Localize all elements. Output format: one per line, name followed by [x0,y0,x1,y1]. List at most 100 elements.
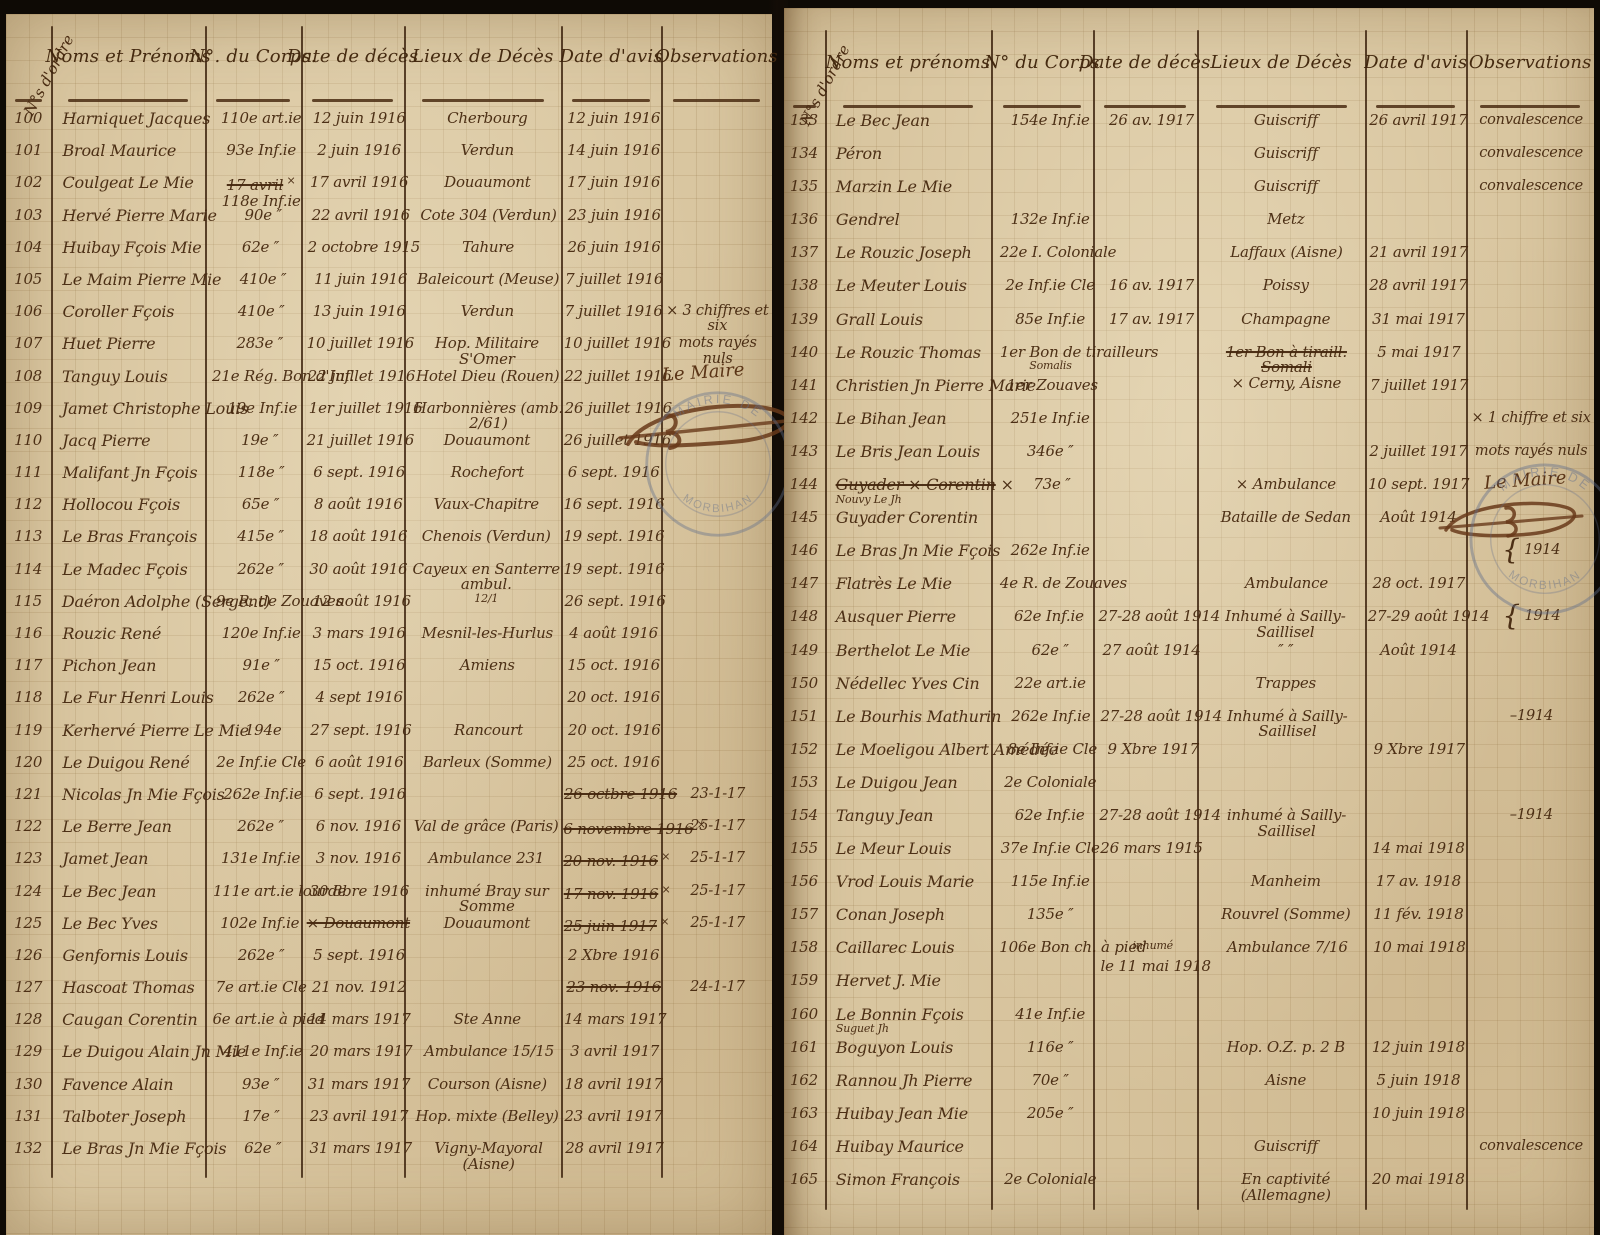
stamp-text-top: MAIRIE DE [671,392,763,421]
cell-corps: 37e Inf.ie Cle [1000,839,1100,858]
cell-name: Le Berre Jean [62,817,172,837]
cell-name: Le Maim Pierre Mie [62,269,222,289]
column-rule [1197,30,1200,1210]
cell-order-number: 109 [13,398,42,417]
cell-order-number: 159 [789,971,818,990]
cell-corps: 2e Coloniale [1004,772,1097,791]
cell-observations [1468,274,1594,278]
cell-order-number: 118 [14,688,43,707]
stamp-text-bottom: MORBIHAN [681,492,754,515]
table-row: 108 Tanguy Louis 21e Rég. Bon d'Inf. 22 jui… [6,365,772,397]
cell-notice-date [1369,175,1469,179]
cell-order-number: 134 [789,144,818,163]
cell-corps: 21e Rég. Bon d'Inf. [212,366,354,385]
cell-death-date: 17 avril 1916 [309,173,409,192]
cell-order-number: 126 [14,945,43,964]
cell-death-date [1100,440,1203,444]
cell-corps: 8e Inf.ie Cle [1007,739,1098,758]
cell-name: Le Bec Jean [835,111,930,130]
cell-notice-date: 3 avril 1917 [570,1042,660,1061]
cell-death-place: × Ambulance [1235,475,1336,494]
cell-death-date [1100,903,1203,907]
table-row: 141 Christien Jn Pierre Marie 1er Zouaves 7… [784,374,1594,407]
cell-death-date [1100,208,1203,212]
cell-corps [1000,969,1100,973]
cell-observations [663,1105,772,1109]
cell-death-date: 12 juin 1916 [312,109,406,127]
cell-name: Le Bec Jean [62,881,157,901]
cell-name: Conan Joseph [835,905,945,925]
cell-death-date [1100,1102,1203,1106]
cell-death-place: Laffaux (Aisne) [1230,243,1343,262]
cell-death-date [1100,672,1203,676]
cell-order-number: 116 [14,624,43,642]
cell-death-place [410,686,565,690]
cell-death-date: 6 nov. 1916 [315,817,401,836]
cell-name: Coroller Fçois [62,302,175,322]
cell-order-number: 145 [789,508,818,527]
column-rule [300,26,303,1178]
cell-name: Simon François [835,1170,960,1189]
header-corps: N° du Corps [984,46,1100,110]
cell-death-date: 11 juin 1916 [314,269,408,288]
cell-observations [663,268,772,272]
cell-death-date [1100,969,1203,973]
column-rule [1466,30,1469,1210]
cell-observations [663,751,772,755]
cell-observations [663,1040,772,1044]
cell-death-place: Douaumont [443,430,531,449]
cell-death-date: 20 mars 1917 [309,1042,413,1061]
cell-name: Genfornis Louis [62,945,188,965]
cell-observations: convalescence [1479,1137,1584,1154]
cell-notice-date: 10 juillet 1916 [563,334,672,353]
cell-death-date: 18 août 1916 [309,527,408,546]
cell-notice-date [1369,1135,1469,1139]
table-row: 117 Pichon Jean 91e ″ 15 oct. 1916 Amiens 15 … [6,654,772,686]
header-underline [1376,105,1456,108]
cell-corps: 41e Inf.ie [1015,1004,1086,1023]
table-row: 122 Le Berre Jean 262e ″ 6 nov. 1916 Val de … [6,815,772,847]
cell-notice-date: 16 sept. 1916 [563,495,665,514]
cell-death-date: 12 août 1916 [312,591,411,610]
cell-death-place: En captivité (Allemagne) [1240,1170,1331,1204]
table-row: 104 Huibay Fçois Mie 62e ″ 2 octobre 1915 Ta… [6,236,772,268]
header-corps: N°. du Corps. [189,40,316,104]
cell-death-place [412,590,565,594]
cell-corps: 410e ″ [237,302,285,321]
cell-order-number: 106 [14,302,43,321]
cell-observations [1468,903,1594,907]
cell-order-number: 152 [789,739,818,758]
table-row: 113 Le Bras François 415e ″ 18 août 1916 Che… [6,525,772,557]
cell-name: Coulgeat Le Mie [62,173,194,193]
cell-corps: 110e art.ie [220,109,302,127]
cell-name: Pichon Jean [62,656,157,676]
column-rule [1092,30,1095,1210]
cell-observations [1469,738,1594,742]
cell-order-number: 139 [789,309,818,328]
cell-death-place: Courson (Aisne) [427,1074,547,1093]
table-row: 125 Le Bec Yves 102e Inf.ie × Douaumont Doua… [6,912,772,944]
cell-notice-date: 20 oct. 1916 [567,720,661,739]
cell-death-date: 27-28 août 1914 [1100,706,1223,725]
cell-death-date: 21 juillet 1916 [306,430,415,449]
cell-order-number: 164 [789,1136,818,1155]
cell-observations: 25-1-17 [690,818,745,835]
table-row: 157 Conan Joseph 135e ″ Rouvrel (Somme) 11 f… [784,903,1594,936]
cell-death-place: Manheim [1250,872,1321,891]
table-row: 165 Simon François 2e Coloniale En captivit… [784,1168,1594,1204]
cell-corps: 6e art.ie à pied [212,1010,325,1029]
cell-observations [663,1073,772,1077]
cell-name: Le Rouzic Thomas [835,342,981,362]
cell-observations [1468,639,1594,643]
cell-order-number: 140 [789,342,818,361]
cell-name: Rouzic René [62,624,162,643]
cell-corps: 4e R. de Zouaves [999,574,1128,593]
cell-observations [1469,341,1594,345]
cell-notice-date [1369,407,1469,411]
cell-corps: 283e ″ [236,334,284,353]
cell-order-number: 104 [14,237,43,256]
cell-corps: 262e ″ [237,559,284,578]
table-row: 163 Huibay Jean Mie 205e ″ 10 juin 1918 [784,1102,1594,1135]
cell-order-number: 121 [14,784,43,803]
